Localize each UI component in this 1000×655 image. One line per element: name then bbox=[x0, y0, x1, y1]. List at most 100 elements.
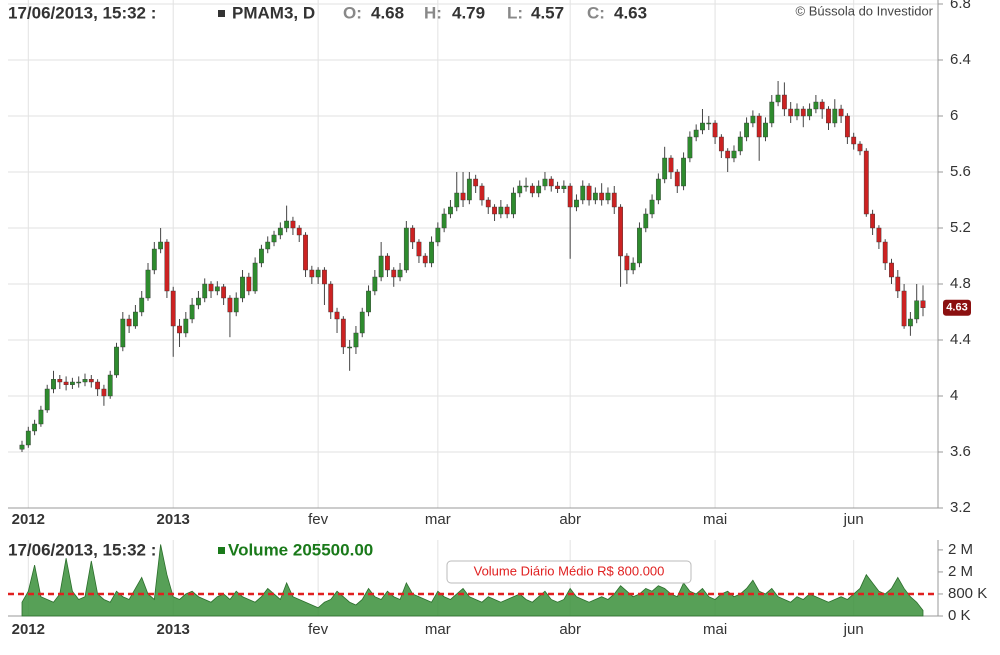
candle-body bbox=[76, 381, 82, 384]
close-label: C: bbox=[587, 3, 605, 22]
y-tick-label: 2 M bbox=[948, 563, 973, 580]
candle-body bbox=[19, 444, 25, 450]
volume-datetime: 17/06/2013, 15:32 : bbox=[8, 540, 156, 559]
candle-body bbox=[832, 108, 838, 124]
x-tick-label: abr bbox=[559, 621, 581, 638]
candle-body bbox=[731, 150, 737, 159]
candle-body bbox=[813, 101, 819, 110]
candle-body bbox=[504, 206, 510, 215]
candle-body bbox=[599, 192, 605, 201]
candle-body bbox=[435, 227, 441, 243]
candle-body bbox=[347, 346, 353, 349]
candle-body bbox=[334, 311, 340, 320]
y-tick-label: 5.6 bbox=[950, 163, 971, 180]
candle-body bbox=[555, 185, 560, 189]
candle-body bbox=[536, 185, 542, 194]
x-tick-label: 2013 bbox=[157, 511, 190, 528]
candle-body bbox=[662, 157, 668, 180]
candle-body bbox=[145, 269, 151, 299]
candle-body bbox=[391, 269, 397, 278]
x-tick-label: fev bbox=[308, 621, 329, 638]
x-tick-label: 2013 bbox=[157, 621, 190, 638]
candle-body bbox=[605, 192, 611, 201]
y-tick-label: 4.8 bbox=[950, 275, 971, 292]
candle-body bbox=[511, 192, 516, 215]
candle-body bbox=[422, 255, 428, 264]
candle-body bbox=[737, 136, 743, 152]
candle-body bbox=[328, 283, 334, 313]
candle-body bbox=[170, 290, 176, 327]
y-tick-label: 800 K bbox=[948, 585, 987, 602]
candle-body bbox=[246, 276, 252, 292]
x-tick-label: mar bbox=[425, 511, 451, 528]
symbol-marker bbox=[218, 10, 225, 17]
candle-body bbox=[574, 199, 579, 208]
watermark: © Bússola do Investidor bbox=[796, 3, 934, 18]
candle-body bbox=[290, 220, 296, 229]
x-tick-label: jun bbox=[843, 511, 864, 528]
candle-body bbox=[895, 276, 901, 292]
candle-body bbox=[416, 241, 422, 257]
candle-body bbox=[649, 199, 655, 215]
average-label-box bbox=[446, 560, 692, 584]
candle-body bbox=[857, 143, 863, 152]
candle-body bbox=[529, 185, 535, 194]
y-tick-label: 0 K bbox=[948, 607, 971, 624]
candle-body bbox=[901, 290, 907, 327]
candle-body bbox=[114, 346, 119, 376]
candle-body bbox=[441, 213, 447, 229]
candle-body bbox=[309, 269, 315, 278]
x-tick-label: jun bbox=[843, 621, 864, 638]
candle-body bbox=[359, 311, 365, 334]
candle-body bbox=[372, 276, 378, 292]
x-tick-label: mai bbox=[703, 511, 727, 528]
candle-body bbox=[492, 206, 497, 215]
candle-body bbox=[561, 185, 567, 189]
candle-body bbox=[139, 297, 145, 313]
candle-body bbox=[25, 430, 31, 446]
open-value: 4.68 bbox=[371, 3, 404, 22]
candle-body bbox=[107, 374, 113, 397]
candle-body bbox=[548, 178, 554, 187]
candle-body bbox=[655, 178, 661, 201]
candle-body bbox=[259, 248, 264, 264]
low-value: 4.57 bbox=[531, 3, 564, 22]
open-label: O: bbox=[343, 3, 362, 22]
grid bbox=[8, 0, 943, 617]
candle-body bbox=[95, 381, 101, 390]
candle-body bbox=[889, 262, 894, 278]
candle-body bbox=[712, 122, 718, 138]
y-tick-label: 2 M bbox=[948, 541, 973, 558]
candle-body bbox=[70, 381, 75, 385]
candle-body bbox=[57, 379, 63, 383]
candle-body bbox=[366, 290, 371, 313]
y-tick-label: 5.2 bbox=[950, 219, 971, 236]
candle-body bbox=[479, 185, 485, 201]
candle-body bbox=[63, 381, 69, 385]
candle-body bbox=[126, 318, 132, 327]
volume-marker bbox=[218, 547, 225, 554]
candle-body bbox=[788, 108, 794, 117]
y-tick-label: 6.8 bbox=[950, 0, 971, 12]
candle-body bbox=[296, 227, 302, 236]
y-tick-label: 6.4 bbox=[950, 51, 971, 68]
candle-body bbox=[517, 185, 523, 194]
y-tick-label: 3.2 bbox=[950, 499, 971, 516]
x-tick-label: 2012 bbox=[12, 621, 45, 638]
candle-body bbox=[429, 241, 434, 264]
candle-body bbox=[681, 157, 686, 187]
candle-body bbox=[177, 325, 182, 334]
candle-body bbox=[907, 318, 913, 327]
candle-body bbox=[523, 185, 529, 188]
candle-body bbox=[403, 227, 409, 271]
candle-body bbox=[88, 379, 94, 383]
candle-body bbox=[863, 150, 869, 215]
candle-body bbox=[322, 269, 327, 285]
candle-body bbox=[870, 213, 875, 229]
candle-body bbox=[448, 206, 453, 215]
candle-body bbox=[668, 157, 674, 173]
candle-body bbox=[120, 318, 126, 348]
candle-body bbox=[914, 300, 920, 320]
candle-body bbox=[38, 409, 44, 425]
x-tick-label: 2012 bbox=[12, 511, 45, 528]
